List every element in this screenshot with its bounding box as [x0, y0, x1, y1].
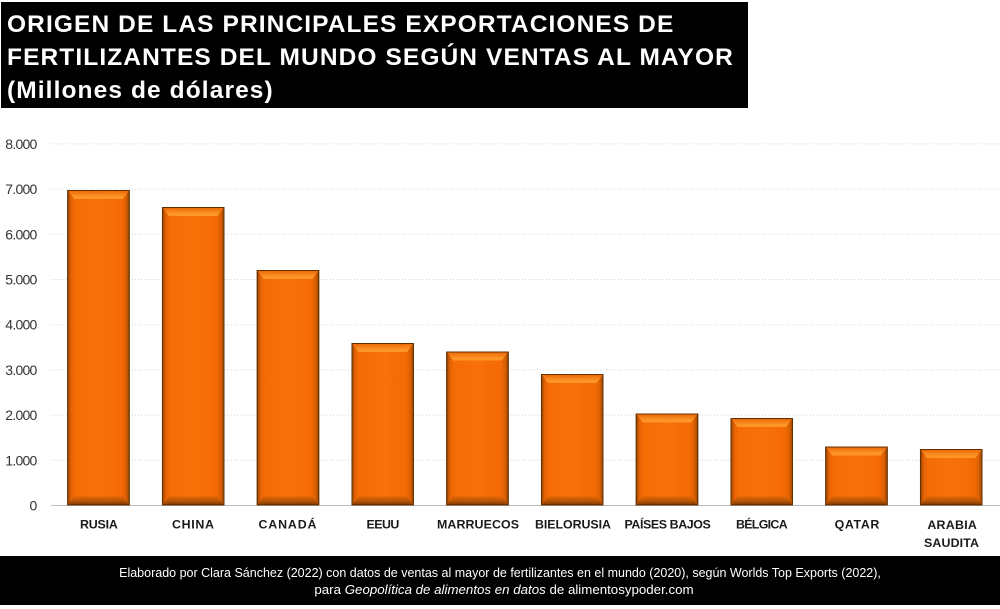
svg-text:RUSIA: RUSIA [80, 518, 118, 532]
svg-text:QATAR: QATAR [835, 518, 880, 532]
svg-text:2.000: 2.000 [5, 407, 37, 423]
svg-text:6.000: 6.000 [5, 226, 37, 242]
svg-text:BÉLGICA: BÉLGICA [736, 517, 788, 532]
svg-text:8.000: 8.000 [5, 136, 37, 152]
svg-text:7.000: 7.000 [5, 181, 37, 197]
svg-text:BIELORUSIA: BIELORUSIA [535, 518, 611, 532]
svg-text:0: 0 [30, 498, 38, 514]
svg-text:ARABIA: ARABIA [927, 518, 977, 532]
svg-text:4.000: 4.000 [5, 317, 37, 333]
svg-text:EEUU: EEUU [366, 518, 399, 532]
svg-text:CHINA: CHINA [172, 518, 214, 532]
svg-text:3.000: 3.000 [5, 362, 37, 378]
svg-text:PAÍSES BAJOS: PAÍSES BAJOS [624, 517, 710, 532]
svg-text:5.000: 5.000 [5, 272, 37, 288]
svg-text:CANADÁ: CANADÁ [259, 517, 317, 532]
svg-text:MARRUECOS: MARRUECOS [437, 518, 519, 532]
svg-text:1.000: 1.000 [5, 452, 37, 468]
svg-text:SAUDITA: SAUDITA [924, 536, 979, 550]
